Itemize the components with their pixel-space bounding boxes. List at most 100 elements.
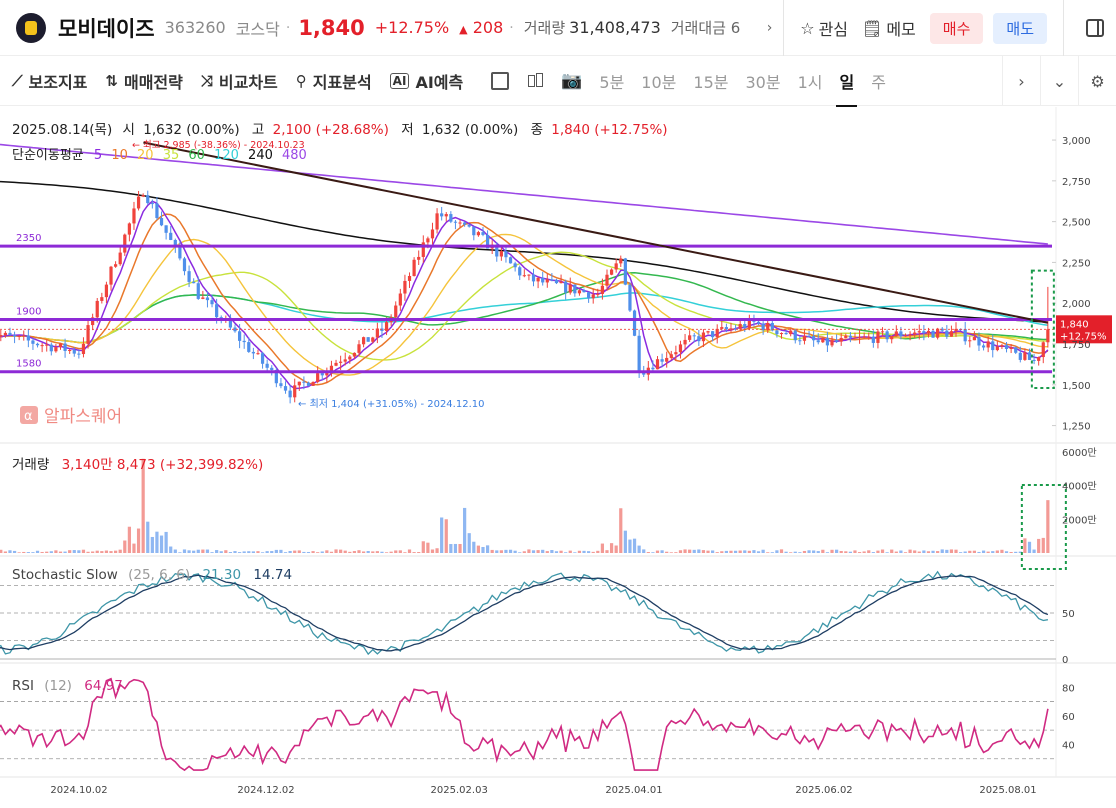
volume-tick-label: 2000만 <box>1062 514 1097 526</box>
candle-body <box>68 350 72 352</box>
candle-body <box>835 340 839 342</box>
ma-5-line <box>0 200 1049 390</box>
candle-body <box>706 331 710 333</box>
volume-bar <box>283 552 288 553</box>
volume-bar <box>72 550 76 553</box>
memo-button[interactable]: 🗒 메모 <box>862 16 916 40</box>
candle-body <box>559 281 563 284</box>
candle-body <box>435 213 439 230</box>
candle-body <box>247 342 251 352</box>
volume-bar <box>270 551 274 553</box>
candle-body <box>766 322 770 331</box>
chevron-down-icon[interactable]: ⌄ <box>1040 56 1078 106</box>
volume-bar <box>733 550 738 553</box>
candle-body <box>756 321 761 324</box>
candle-body <box>880 331 885 333</box>
volume-bar <box>3 551 7 553</box>
level-label: 2350 <box>16 233 41 244</box>
volume-bar <box>862 551 866 553</box>
buy-button[interactable]: 매수 <box>929 12 984 44</box>
timeframe-5min[interactable]: 5분 <box>599 72 625 92</box>
candlestick-icon[interactable] <box>527 71 544 91</box>
volume-bar <box>182 549 187 553</box>
volume-bar <box>192 550 196 553</box>
candle-body <box>1037 357 1041 361</box>
volume-bar <box>348 551 352 553</box>
candle-body <box>311 381 315 386</box>
watch-button[interactable]: ☆ 관심 <box>800 16 848 40</box>
candle-body <box>940 328 944 331</box>
volume-bar <box>619 508 623 553</box>
stoch-tick-label: 0 <box>1062 655 1068 666</box>
timeframe-1hour[interactable]: 1시 <box>797 72 823 92</box>
analysis-button[interactable]: ⚲ 지표분석 <box>296 69 372 93</box>
volume-bar <box>582 550 586 553</box>
candle-body <box>903 335 908 337</box>
candle-body <box>977 337 981 346</box>
volume-bar <box>885 552 889 553</box>
candle-body <box>564 281 568 293</box>
candle-body <box>770 322 774 331</box>
volume-value-label: 3,140만 8,473 (+32,399.82%) <box>62 457 264 473</box>
volume-bar <box>316 552 320 553</box>
volume-bar <box>398 550 402 553</box>
candle-body <box>968 340 972 342</box>
candle-body <box>104 284 109 298</box>
volume-bar <box>201 549 205 553</box>
strategy-button[interactable]: ⇅ 매매전략 <box>105 69 182 93</box>
volume-bar <box>936 551 940 553</box>
side-panel-icon[interactable] <box>1086 19 1104 37</box>
candle-body <box>504 251 508 258</box>
volume-bar <box>499 550 503 553</box>
candle-body <box>775 330 779 335</box>
candle-body <box>31 340 35 344</box>
stock-name[interactable]: 모비데이즈 <box>58 16 155 41</box>
candle-body <box>972 337 976 341</box>
volume-bar <box>968 550 972 553</box>
timeframe-30min[interactable]: 30분 <box>745 72 781 92</box>
drawing-box-icon[interactable] <box>491 71 510 90</box>
volume-bar <box>609 543 614 553</box>
volume-bar <box>518 552 522 553</box>
sell-button[interactable]: 매도 <box>993 12 1047 44</box>
volume-bar <box>132 543 136 553</box>
ai-button[interactable]: AI AI예측 <box>389 69 463 93</box>
stock-chart[interactable]: 2350 1900 1580 1,840+12.75% 1,250 1,500 1,750… <box>0 107 1116 808</box>
timeframe-10min[interactable]: 10분 <box>641 72 677 92</box>
toolbar-scroll-right-icon[interactable]: › <box>1002 56 1040 106</box>
candle-body <box>109 266 113 285</box>
timeframe-week[interactable]: 주 <box>871 72 886 92</box>
close-value: 1,840 (+12.75%) <box>551 122 667 138</box>
volume-bar <box>306 551 311 553</box>
volume-bar <box>1009 551 1013 553</box>
compare-button[interactable]: ⤨ 비교차트 <box>201 69 278 93</box>
downtrend-line[interactable] <box>143 141 1049 324</box>
volume-bar <box>798 552 802 553</box>
volume-bar <box>444 519 448 553</box>
candle-body <box>587 292 591 299</box>
volume-bar <box>421 541 425 553</box>
header-scroll-right-icon[interactable]: › <box>766 19 773 36</box>
gear-icon[interactable]: ⚙ <box>1078 56 1116 106</box>
candle-body <box>3 332 7 336</box>
timeframe-day[interactable]: 일 <box>836 69 857 107</box>
candle-body <box>1032 359 1036 361</box>
candle-body <box>669 354 673 358</box>
volume-tick-label: 4000만 <box>1062 481 1097 493</box>
volume-bar <box>40 551 44 553</box>
volume-bar <box>917 551 921 553</box>
volume-bar <box>1018 551 1022 553</box>
volume-bar <box>1023 538 1027 553</box>
rsi-params: (12) <box>44 678 72 694</box>
timeframe-15min[interactable]: 15분 <box>693 72 729 92</box>
volume-bar <box>86 551 90 553</box>
volume-bar <box>63 551 67 553</box>
camera-icon[interactable]: 📷 <box>561 70 583 91</box>
candle-body <box>146 195 150 204</box>
stoch-k-line <box>0 570 1049 656</box>
candle-body <box>798 340 802 342</box>
candle-body <box>17 335 21 337</box>
price-tick-label: 2,000 <box>1062 299 1091 310</box>
indicators-button[interactable]: ⟋ 보조지표 <box>12 69 87 93</box>
change-amount-wrap: ▲ 208 <box>459 18 503 37</box>
